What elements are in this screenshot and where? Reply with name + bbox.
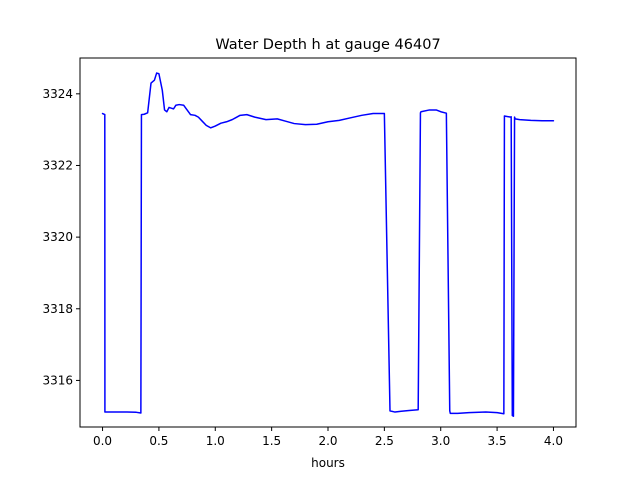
series-line-0 [101, 72, 555, 417]
x-tick-label: 0.5 [149, 434, 168, 448]
series-layer [101, 72, 555, 417]
x-axis-ticks: 0.0 0.5 1.0 1.5 2.0 2.5 3.0 3.5 4.0 [93, 427, 563, 448]
x-tick-label: 3.5 [488, 434, 507, 448]
x-tick-label: 1.0 [206, 434, 225, 448]
x-tick-label: 2.5 [375, 434, 394, 448]
x-tick-label: 4.0 [544, 434, 563, 448]
y-tick-label: 3318 [42, 302, 73, 316]
x-axis-label: hours [311, 456, 345, 470]
x-tick-label: 0.0 [93, 434, 112, 448]
y-axis-ticks: 3316 3318 3320 3322 3324 [42, 87, 80, 387]
y-tick-label: 3316 [42, 373, 73, 387]
y-tick-label: 3322 [42, 158, 73, 172]
x-tick-label: 3.0 [431, 434, 450, 448]
x-tick-label: 1.5 [262, 434, 281, 448]
y-tick-label: 3324 [42, 87, 73, 101]
x-tick-label: 2.0 [318, 434, 337, 448]
y-tick-label: 3320 [42, 230, 73, 244]
chart-title: Water Depth h at gauge 46407 [215, 37, 440, 53]
